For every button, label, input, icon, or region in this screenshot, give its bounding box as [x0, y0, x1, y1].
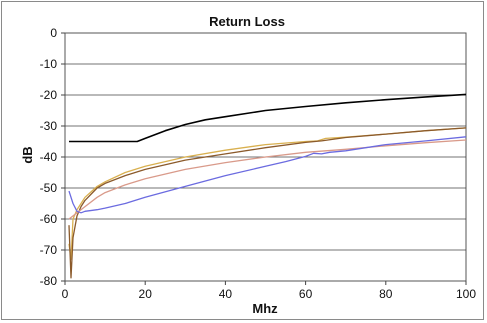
series-line-5 — [68, 136, 467, 214]
y-tick-label: -80 — [40, 274, 58, 288]
x-tick-label: 100 — [456, 287, 476, 301]
x-tick-label: 80 — [379, 287, 393, 301]
y-axis-title: dB — [20, 146, 35, 163]
x-tick-label: 40 — [219, 287, 233, 301]
x-tick-label: 60 — [299, 287, 313, 301]
y-tick-label: 0 — [50, 26, 57, 40]
y-axis-ticks: 0 -10 -20 -30 -40 -50 -60 -70 -80 — [40, 26, 65, 288]
series-line-1 — [69, 93, 467, 143]
x-axis-title: Mhz — [252, 301, 278, 316]
x-axis-ticks: 0 20 40 60 80 100 — [62, 281, 476, 301]
x-tick-label: 20 — [139, 287, 153, 301]
x-tick-label: 0 — [62, 287, 69, 301]
y-tick-label: -70 — [40, 243, 58, 257]
y-tick-label: -10 — [40, 57, 58, 71]
chart-title: Return Loss — [209, 14, 285, 29]
series-line-3 — [68, 127, 467, 279]
series-group — [68, 93, 467, 279]
y-tick-label: -50 — [40, 181, 58, 195]
y-tick-label: -30 — [40, 119, 58, 133]
y-tick-label: -20 — [40, 88, 58, 102]
grid-lines — [65, 63, 466, 251]
y-tick-label: -40 — [40, 150, 58, 164]
y-tick-label: -60 — [40, 212, 58, 226]
